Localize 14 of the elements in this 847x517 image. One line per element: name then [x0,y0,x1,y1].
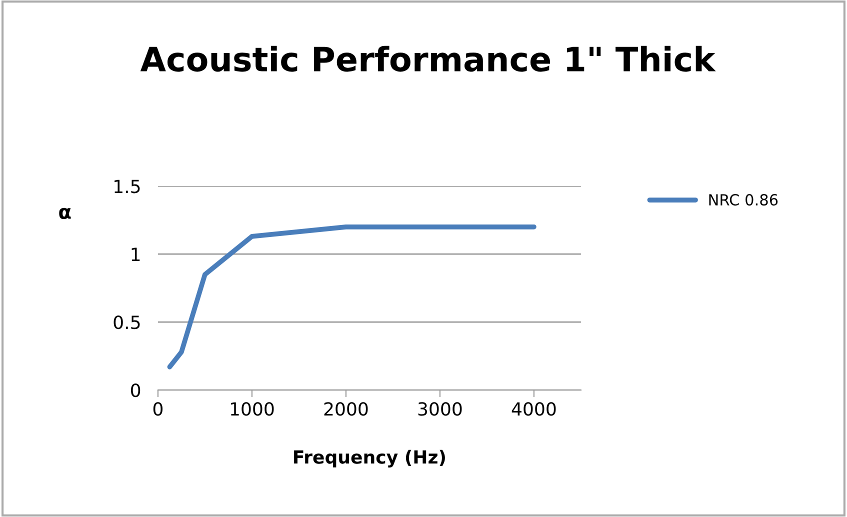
x-tick-label: 3000 [418,402,462,416]
y-axis-title: α [59,208,71,220]
legend-label: NRC 0.86 [709,194,778,206]
x-tick-label: 4000 [512,402,556,416]
x-tick-label: 2000 [324,402,368,416]
line-series [167,224,536,370]
x-tick-label: 1000 [230,402,274,416]
x-tick-label: 0 [153,402,163,416]
y-tick-label: 0 [131,383,140,398]
chart-title: Acoustic Performance 1" Thick [140,46,716,72]
y-tick-label: 1 [132,248,140,261]
x-axis-title: Frequency (Hz) [294,450,445,468]
y-tick-label: 0.5 [114,316,140,330]
y-tick-label: 1.5 [114,180,140,194]
